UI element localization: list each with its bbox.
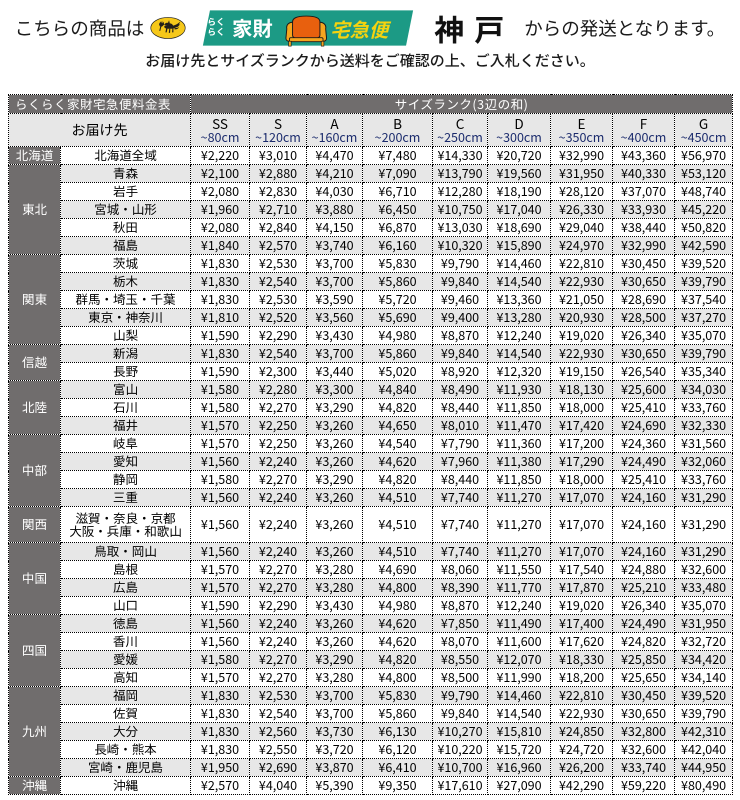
svg-text:宅急便: 宅急便	[330, 14, 392, 43]
svg-text:家財: 家財	[232, 12, 273, 42]
svg-text:らく: らく	[208, 25, 226, 38]
